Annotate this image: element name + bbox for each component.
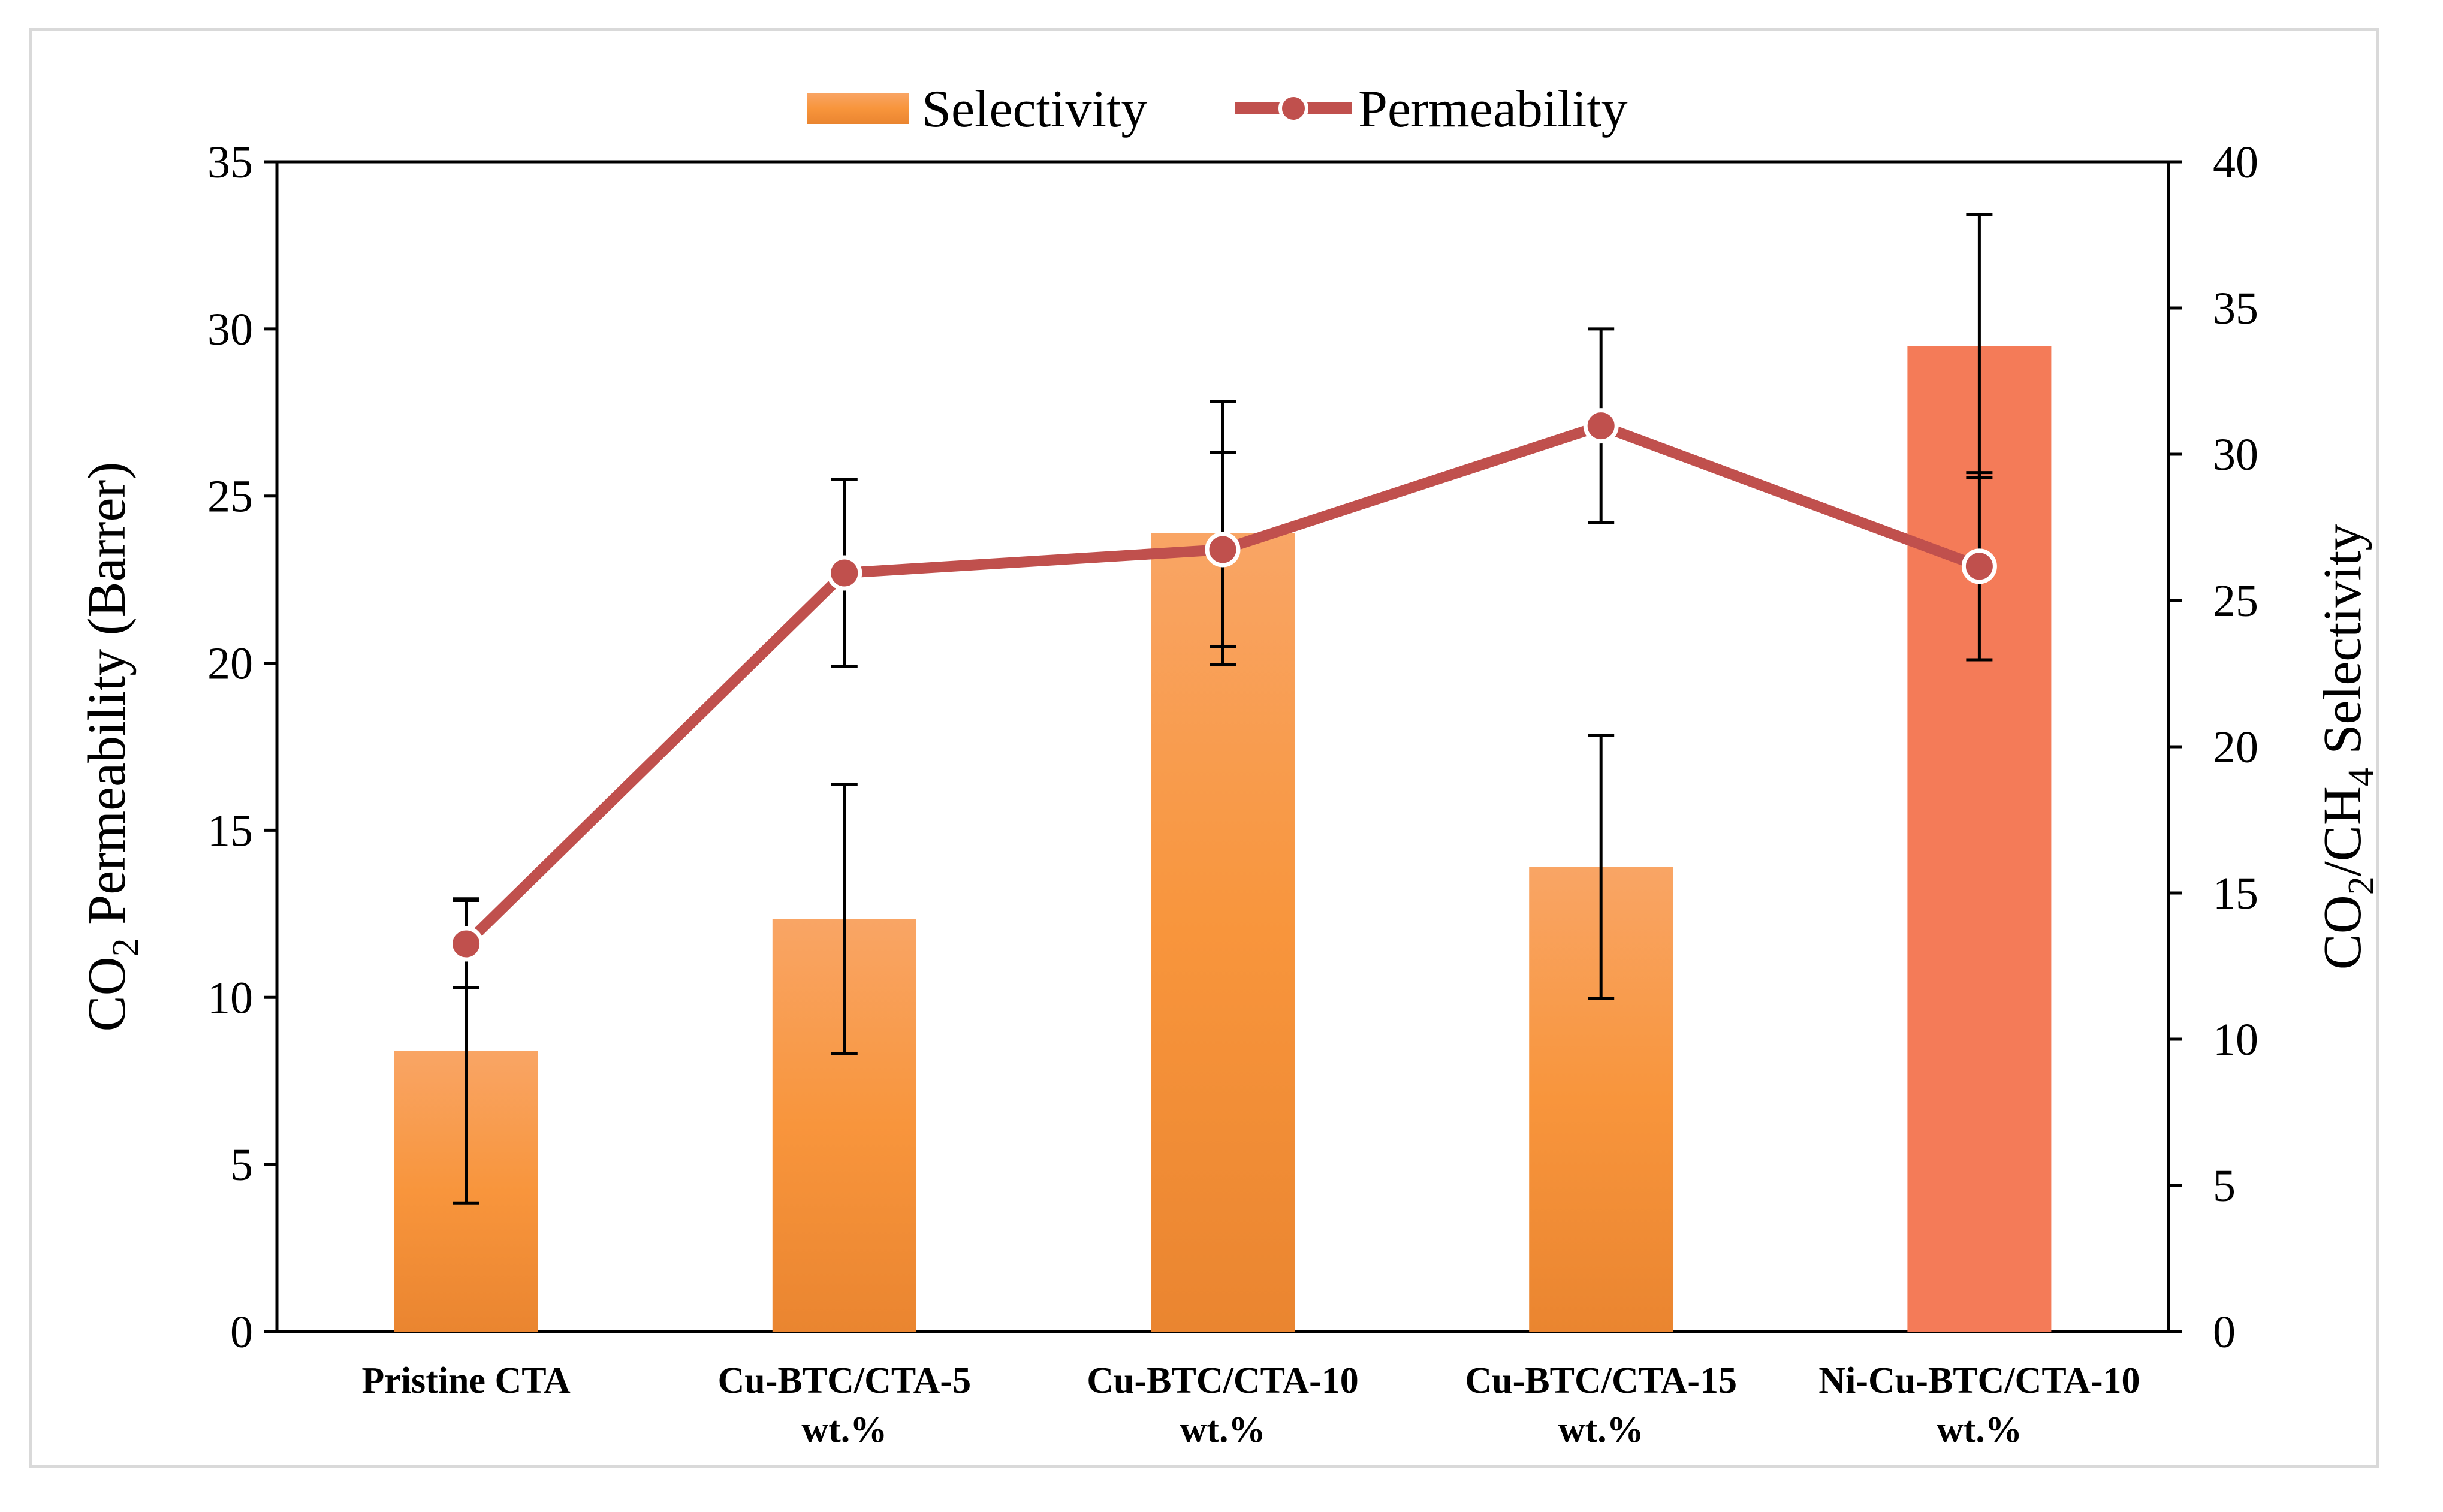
legend-label-selectivity: Selectivity [922,80,1147,138]
permeability-point [448,926,484,962]
left-tick-label: 20 [207,639,253,689]
right-axis-ticks: 0 5 10 15 20 25 30 35 40 [2168,137,2258,1357]
category-label: wt.% [801,1410,887,1450]
legend-swatch-permeability-marker [1278,93,1308,123]
right-tick-label: 15 [2213,868,2258,919]
right-tick-label: 30 [2213,430,2258,480]
right-axis-title: CO2/CH4 Selectivity [2313,524,2382,970]
right-tick-label: 20 [2213,722,2258,772]
category-label: wt.% [1180,1410,1266,1450]
right-tick-label: 5 [2213,1161,2236,1211]
category-label: Cu-BTC/CTA-15 [1465,1360,1737,1401]
category-label: Ni-Cu-BTC/CTA-10 [1818,1360,2140,1401]
category-label: Cu-BTC/CTA-5 [718,1360,972,1401]
left-tick-label: 15 [207,805,253,856]
permeability-point [1961,548,1997,584]
category-label: Cu-BTC/CTA-10 [1087,1360,1359,1401]
category-label: wt.% [1937,1410,2022,1450]
legend: Selectivity Permeability [807,80,1628,138]
left-axis-ticks: 0 5 10 15 20 25 30 35 [207,137,277,1357]
left-tick-label: 30 [207,304,253,355]
left-tick-label: 10 [207,973,253,1023]
right-tick-label: 25 [2213,576,2258,626]
legend-swatch-selectivity [807,93,909,124]
selectivity-error-bars [453,213,1993,1205]
left-axis-title: CO2 Permeability (Barrer) [77,462,146,1032]
category-label: wt.% [1558,1410,1644,1450]
right-tick-label: 40 [2213,137,2258,188]
permeability-point [1583,408,1619,444]
permeability-line [448,408,1997,962]
permeability-point [1205,532,1241,568]
legend-label-permeability: Permeability [1358,80,1628,138]
right-tick-label: 35 [2213,283,2258,334]
right-tick-label: 10 [2213,1015,2258,1065]
permeability-point [827,555,862,591]
left-tick-label: 0 [230,1307,253,1357]
left-tick-label: 35 [207,137,253,188]
category-labels: Pristine CTA Cu-BTC/CTA-5 wt.% Cu-BTC/CTA-1… [361,1360,2140,1450]
left-tick-label: 25 [207,472,253,522]
right-tick-label: 0 [2213,1307,2236,1357]
category-label: Pristine CTA [361,1360,571,1401]
left-tick-label: 5 [230,1140,253,1190]
